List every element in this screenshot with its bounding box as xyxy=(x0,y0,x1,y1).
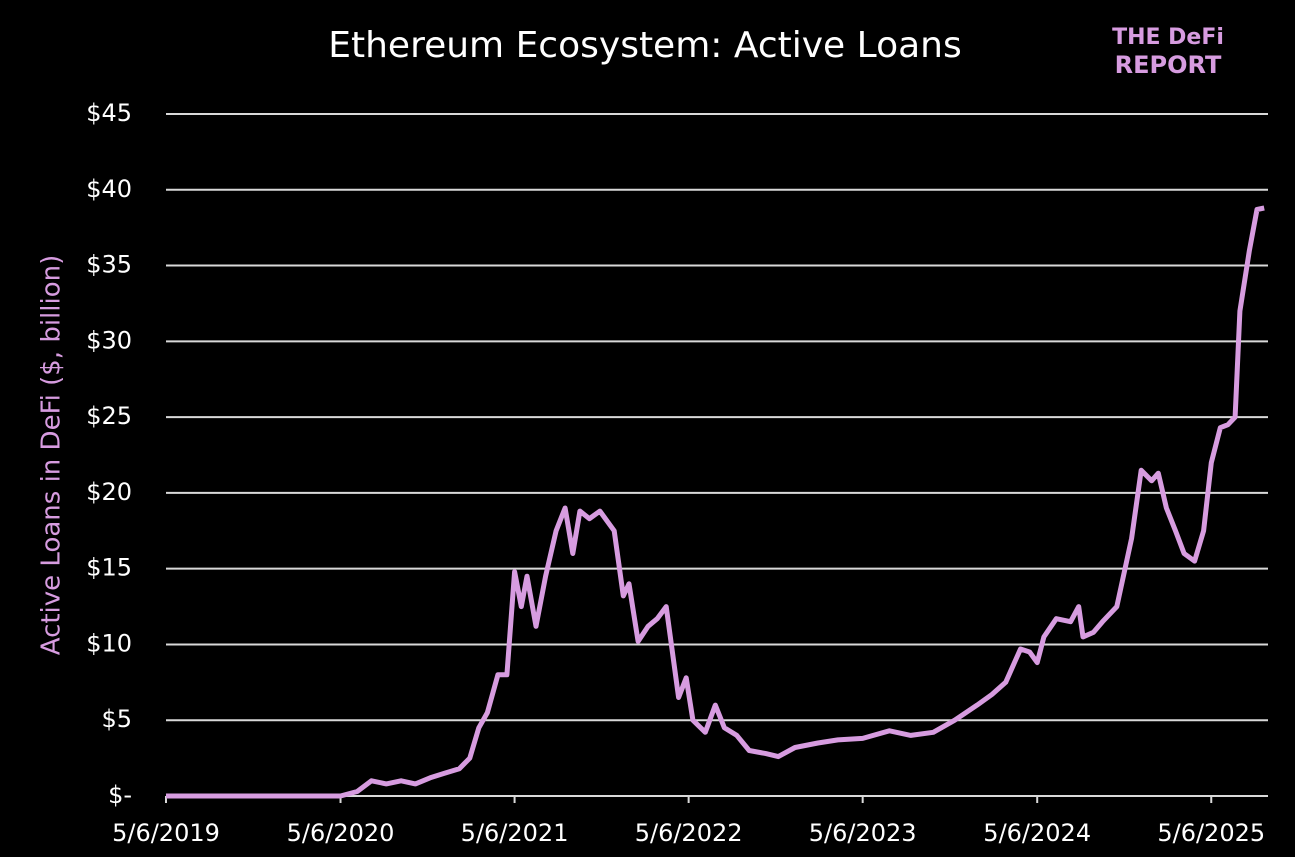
y-tick-label: $20 xyxy=(86,478,132,506)
y-tick-label: $15 xyxy=(86,554,132,582)
logo-line2: REPORT xyxy=(1115,51,1222,79)
x-tick-label: 5/6/2021 xyxy=(461,819,569,847)
y-tick-label: $25 xyxy=(86,402,132,430)
y-tick-label: $35 xyxy=(86,251,132,279)
y-tick-label: $5 xyxy=(101,705,132,733)
y-tick-label: $30 xyxy=(86,326,132,354)
x-tick-label: 5/6/2024 xyxy=(983,819,1091,847)
x-tick-label: 5/6/2023 xyxy=(809,819,917,847)
x-tick-label: 5/6/2019 xyxy=(112,819,220,847)
x-tick-label: 5/6/2022 xyxy=(635,819,743,847)
y-tick-label: $- xyxy=(108,781,132,809)
y-tick-label: $40 xyxy=(86,175,132,203)
y-tick-label: $10 xyxy=(86,629,132,657)
y-tick-label: $45 xyxy=(86,99,132,127)
chart-title: Ethereum Ecosystem: Active Loans xyxy=(328,25,961,66)
x-tick-label: 5/6/2020 xyxy=(287,819,395,847)
y-axis-label: Active Loans in DeFi ($, billion) xyxy=(37,255,67,656)
logo-line1: THE DeFi xyxy=(1112,25,1224,50)
x-tick-label: 5/6/2025 xyxy=(1157,819,1265,847)
data-line xyxy=(166,205,1265,799)
